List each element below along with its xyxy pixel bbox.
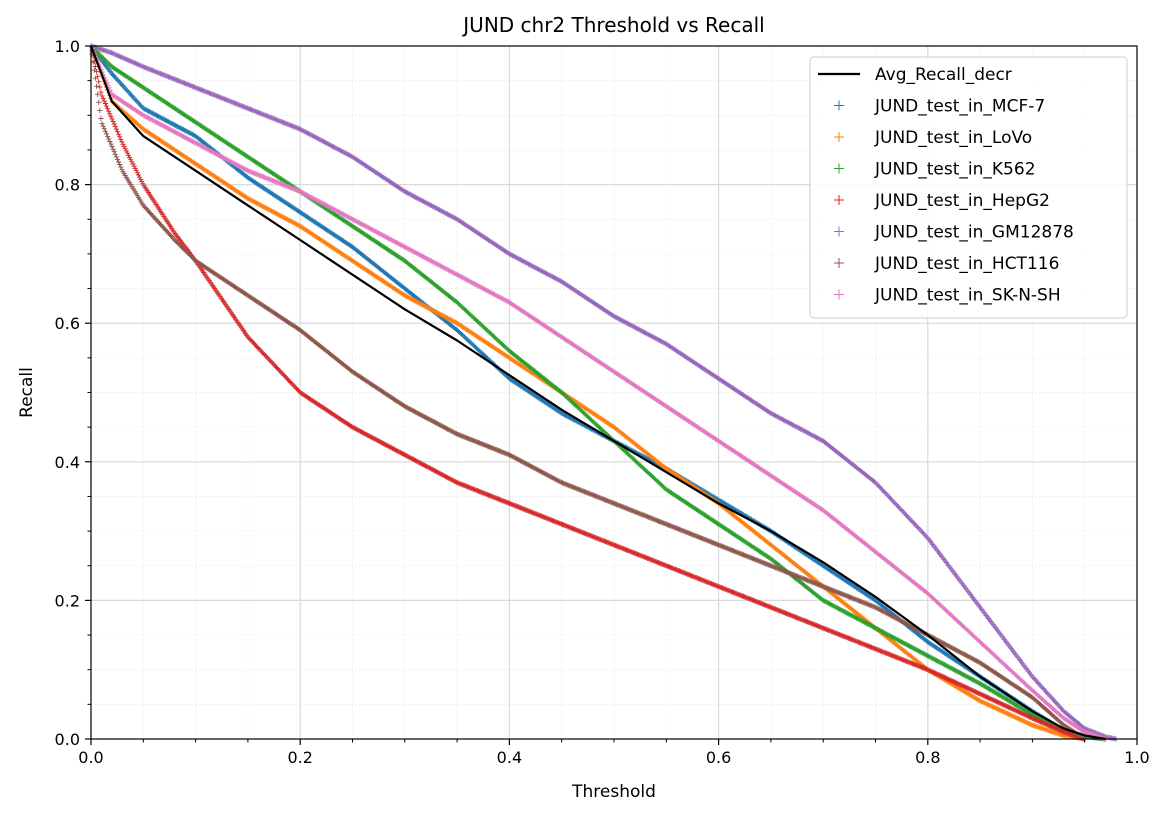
legend-marker-swatch bbox=[834, 226, 844, 237]
y-tick-label: 1.0 bbox=[55, 37, 80, 56]
y-tick-label: 0.8 bbox=[55, 176, 80, 195]
chart-title: JUND chr2 Threshold vs Recall bbox=[461, 13, 764, 37]
x-tick-label: 0.0 bbox=[78, 748, 103, 767]
y-tick-label: 0.0 bbox=[55, 730, 80, 749]
legend-box bbox=[809, 56, 1128, 319]
legend-marker-swatch bbox=[834, 258, 844, 268]
x-tick-label: 1.0 bbox=[1124, 748, 1149, 767]
legend-entry: JUND_test_in_SK-N-SH bbox=[834, 286, 1061, 306]
x-tick-label: 0.6 bbox=[706, 748, 731, 767]
legend-entry: JUND_test_in_MCF-7 bbox=[834, 97, 1045, 117]
x-tick-label: 0.2 bbox=[287, 748, 312, 767]
legend-label: JUND_test_in_HepG2 bbox=[874, 191, 1050, 211]
legend-label: JUND_test_in_GM12878 bbox=[874, 223, 1074, 243]
legend-label: JUND_test_in_MCF-7 bbox=[874, 97, 1045, 117]
y-tick-label: 0.2 bbox=[55, 591, 80, 610]
minor-gridlines bbox=[91, 46, 1137, 739]
axis-ticks: 0.0 0.2 0.4 0.6 0.8 1.0 0.0 0.2 0.4 0.6 0.8 1.0 bbox=[55, 37, 1150, 767]
y-axis-title: Recall bbox=[17, 367, 37, 418]
y-tick-label: 0.4 bbox=[55, 453, 80, 472]
avg-recall-line bbox=[89, 45, 1106, 741]
legend-marker-swatch bbox=[834, 289, 844, 300]
legend-label: JUND_test_in_LoVo bbox=[874, 128, 1032, 148]
y-tick-label: 0.6 bbox=[55, 314, 80, 333]
legend-label: JUND_test_in_K562 bbox=[874, 160, 1036, 180]
legend-marker-swatch bbox=[834, 132, 844, 142]
legend-entry: JUND_test_in_HepG2 bbox=[834, 191, 1050, 211]
series-layer bbox=[88, 43, 1119, 742]
legend-label: Avg_Recall_decr bbox=[875, 65, 1012, 85]
x-tick-label: 0.4 bbox=[497, 748, 522, 767]
legend-label: JUND_test_in_HCT116 bbox=[874, 254, 1059, 274]
legend-entry: JUND_test_in_LoVo bbox=[834, 128, 1032, 148]
line-layer bbox=[89, 45, 1106, 741]
legend-entry: JUND_test_in_GM12878 bbox=[834, 223, 1074, 243]
legend-marker-swatch bbox=[834, 100, 844, 111]
legend-entry: Avg_Recall_decr bbox=[818, 65, 1012, 85]
legend-entry: JUND_test_in_K562 bbox=[834, 160, 1036, 180]
legend-marker-swatch bbox=[834, 195, 844, 205]
legend-entry: JUND_test_in_HCT116 bbox=[834, 254, 1059, 274]
legend-label: JUND_test_in_SK-N-SH bbox=[874, 286, 1061, 306]
legend-marker-swatch bbox=[834, 163, 844, 174]
x-tick-label: 0.8 bbox=[915, 748, 940, 767]
legend: Avg_Recall_decr JUND_test_in_MCF-7 JUND_te… bbox=[809, 56, 1128, 319]
x-axis-title: Threshold bbox=[571, 782, 656, 802]
